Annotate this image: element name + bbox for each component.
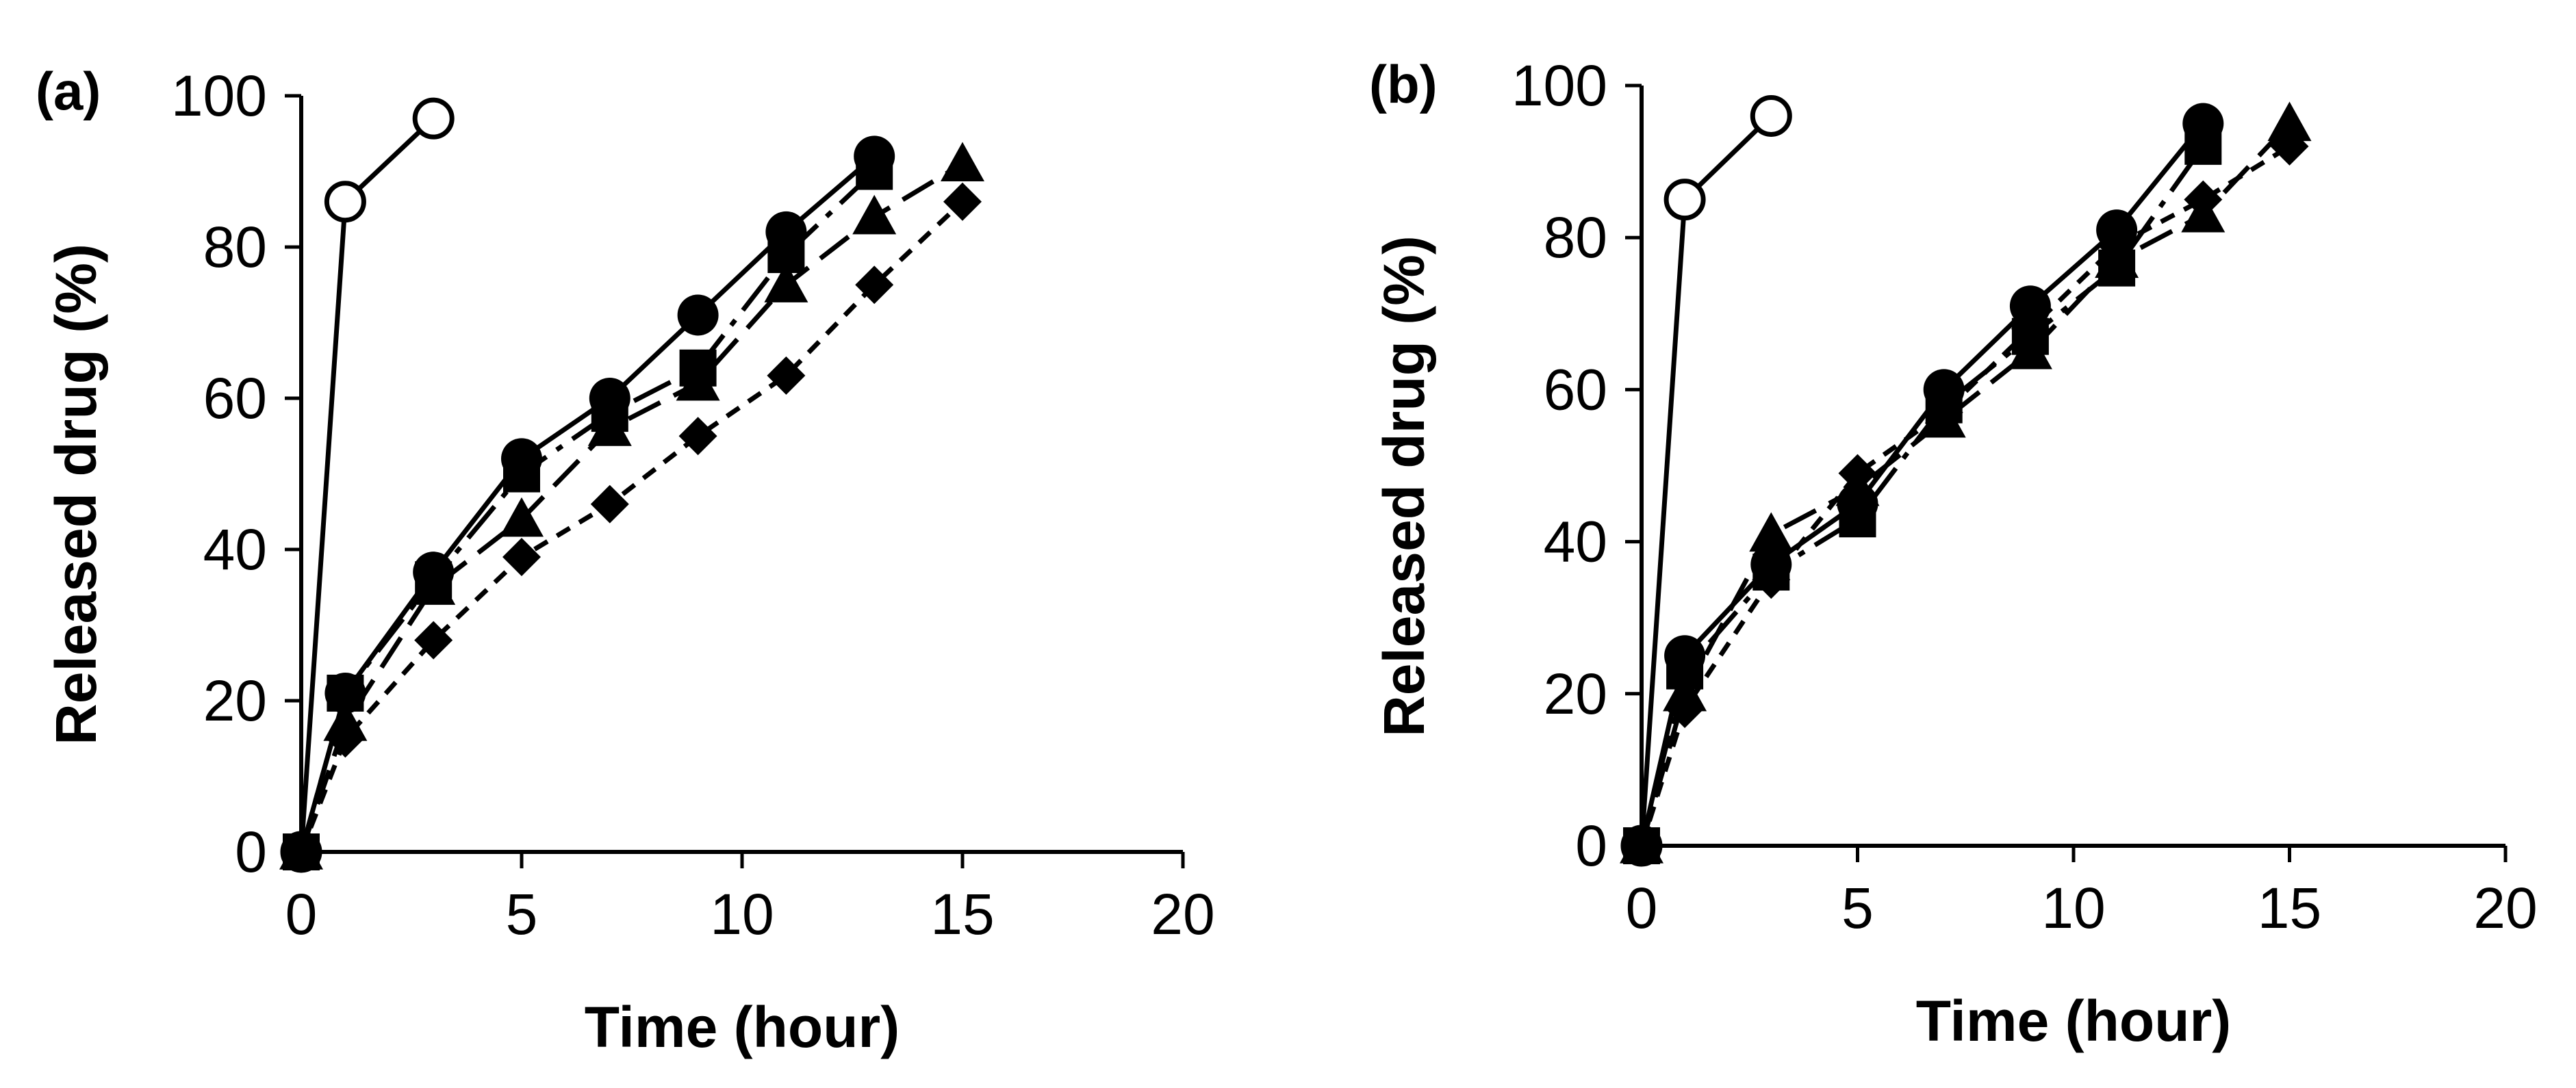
data-point-triangle bbox=[2008, 329, 2052, 370]
x-tick-label: 5 bbox=[506, 882, 538, 946]
series-line-open-circle bbox=[1639, 114, 1773, 846]
data-point-triangle bbox=[676, 361, 720, 401]
panel-label: (a) bbox=[36, 61, 101, 121]
y-tick-label: 60 bbox=[1544, 357, 1607, 422]
data-point-open-circle bbox=[1750, 94, 1792, 137]
data-point-open-circle bbox=[324, 181, 366, 223]
series-line-filled-diamond bbox=[298, 200, 965, 853]
data-point-diamond bbox=[1924, 393, 1963, 432]
x-tick-label: 0 bbox=[1626, 876, 1658, 940]
data-point-diamond bbox=[2184, 180, 2223, 219]
data-point-diamond bbox=[502, 538, 541, 577]
data-point-diamond bbox=[1666, 690, 1705, 729]
data-point-diamond bbox=[326, 719, 365, 758]
x-axis-title: Time (hour) bbox=[585, 995, 900, 1059]
y-tick-label: 20 bbox=[203, 669, 267, 733]
y-tick-label: 100 bbox=[1512, 53, 1607, 118]
data-point-diamond bbox=[282, 833, 320, 871]
panel-label: (b) bbox=[1369, 54, 1438, 114]
series-line-filled-triangle bbox=[1639, 122, 2292, 846]
y-tick-label: 40 bbox=[203, 517, 267, 582]
data-point-diamond bbox=[1838, 454, 1877, 493]
data-point-triangle bbox=[2267, 101, 2312, 142]
data-point-triangle bbox=[500, 497, 544, 537]
data-point-diamond bbox=[1622, 827, 1661, 865]
data-point-diamond bbox=[2097, 226, 2137, 265]
data-point-diamond bbox=[767, 356, 806, 395]
x-tick-label: 15 bbox=[2258, 876, 2321, 940]
x-tick-label: 20 bbox=[1151, 882, 1214, 946]
data-point-diamond bbox=[855, 265, 894, 305]
y-tick-label: 60 bbox=[203, 366, 267, 430]
data-point-square bbox=[1839, 500, 1876, 538]
data-point-triangle bbox=[764, 263, 808, 302]
y-tick-label: 0 bbox=[1575, 814, 1607, 878]
data-point-diamond bbox=[678, 417, 717, 456]
y-tick-label: 0 bbox=[235, 820, 267, 884]
data-point-triangle bbox=[1749, 512, 1794, 552]
chart-panel-b: 0 20 40 60 80 100 0 5 10 15 20 Time (hour) Released … bbox=[1369, 53, 2538, 1053]
data-point-diamond bbox=[2011, 309, 2050, 348]
x-tick-label: 10 bbox=[710, 882, 774, 946]
series-line-filled-diamond bbox=[1639, 144, 2291, 847]
data-point-triangle bbox=[852, 194, 897, 235]
data-point-diamond bbox=[414, 621, 453, 660]
y-tick-label: 80 bbox=[1544, 205, 1607, 270]
data-point-square bbox=[503, 455, 540, 493]
y-tick-label: 100 bbox=[171, 64, 267, 128]
x-axis-title: Time (hour) bbox=[1916, 989, 2231, 1053]
series-line-filled-triangle bbox=[298, 161, 964, 853]
data-point-diamond bbox=[943, 182, 982, 221]
data-point-triangle bbox=[941, 142, 984, 182]
data-point-open-circle bbox=[412, 97, 455, 140]
data-point-diamond bbox=[2270, 127, 2309, 166]
data-point-diamond bbox=[590, 484, 629, 523]
data-point-open-circle bbox=[1663, 179, 1706, 221]
chart-panel-a: 0 20 40 60 80 100 0 5 10 15 20 Time (hour) Released … bbox=[36, 61, 1215, 1059]
data-point-diamond bbox=[1752, 560, 1791, 599]
y-tick-label: 80 bbox=[203, 215, 267, 279]
y-tick-label: 40 bbox=[1544, 510, 1607, 574]
data-point-triangle bbox=[587, 406, 632, 446]
x-tick-label: 10 bbox=[2041, 876, 2105, 940]
data-point-square bbox=[856, 153, 893, 190]
x-tick-label: 20 bbox=[2473, 876, 2537, 940]
data-point-triangle bbox=[411, 565, 456, 605]
x-tick-label: 15 bbox=[930, 882, 994, 946]
x-tick-label: 5 bbox=[1841, 876, 1874, 940]
y-tick-label: 20 bbox=[1544, 662, 1607, 726]
series-line-open-circle bbox=[298, 116, 435, 853]
y-axis-title: Released drug (%) bbox=[44, 244, 108, 745]
data-point-circle bbox=[677, 294, 719, 336]
y-axis-title: Released drug (%) bbox=[1372, 235, 1436, 737]
data-point-square bbox=[2184, 127, 2222, 165]
x-tick-label: 0 bbox=[285, 882, 318, 946]
